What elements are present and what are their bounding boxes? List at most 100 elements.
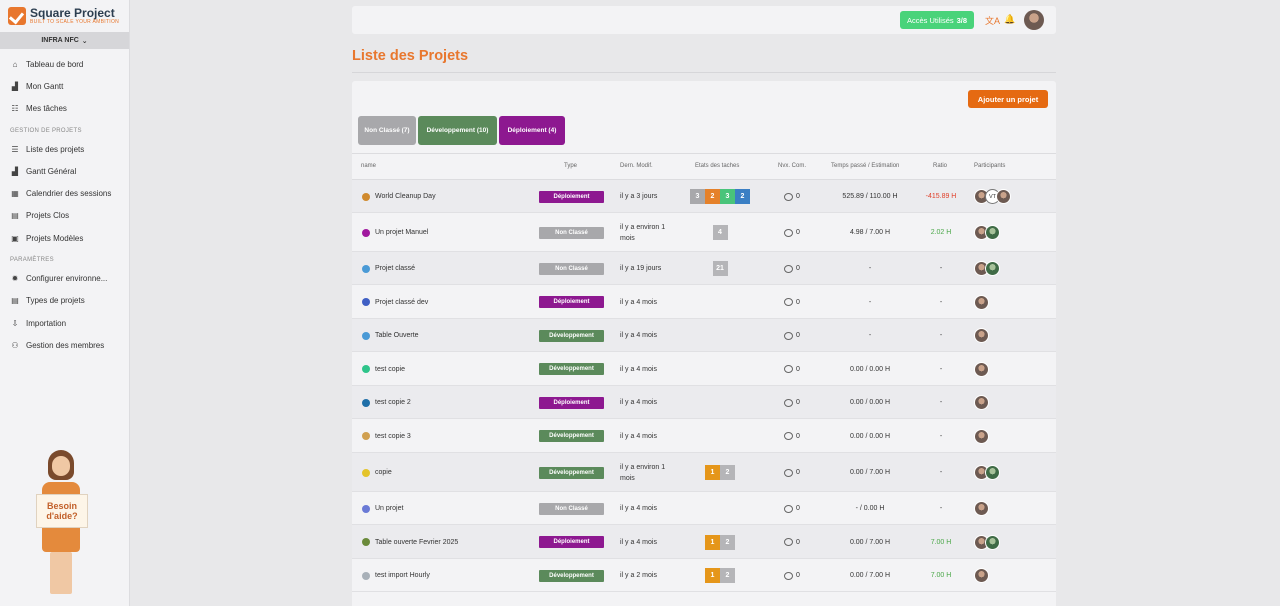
col-time[interactable]: Temps passé / Estimation — [831, 163, 900, 169]
new-comments[interactable]: 0 — [784, 352, 800, 386]
col-comments[interactable]: Nvx. Com. — [778, 163, 807, 169]
new-comments[interactable]: 0 — [784, 319, 800, 352]
sidebar-item[interactable]: ▤ Types de projets — [0, 290, 129, 312]
table-row[interactable]: test copie Développement il y a 4 mois 0 0.0… — [352, 352, 1056, 386]
table-row[interactable]: Projet classé dev Déploiement il y a 4 moi… — [352, 285, 1056, 319]
project-type-badge: Développement — [539, 363, 604, 375]
avatar[interactable] — [985, 534, 1000, 550]
avatar[interactable] — [974, 395, 989, 410]
sidebar-item[interactable]: ▤ Projets Clos — [0, 205, 129, 227]
sidebar-item[interactable]: ☷ Mes tâches — [0, 98, 129, 120]
new-comments[interactable]: 0 — [784, 213, 800, 252]
participants[interactable] — [974, 285, 989, 319]
sidebar-item[interactable]: ▟ Gantt Général — [0, 160, 129, 182]
table-row[interactable]: copie Développement il y a environ 1 mois 1… — [352, 453, 1056, 492]
logo[interactable]: Square Project BUILT TO SCALE YOUR AMBIT… — [0, 0, 129, 32]
sidebar-item[interactable]: ✹ Configurer environne... — [0, 267, 129, 289]
table-row[interactable]: World Cleanup Day Déploiement il y a 3 jou… — [352, 180, 1056, 213]
project-name[interactable]: test copie 2 — [375, 399, 411, 406]
sidebar-item[interactable]: ☰ Liste des projets — [0, 138, 129, 160]
new-comments[interactable]: 0 — [784, 252, 800, 285]
col-states[interactable]: Etats des taches — [695, 163, 740, 169]
project-color-dot — [362, 432, 370, 440]
access-used-button[interactable]: Accès Utilisés 3/8 — [900, 11, 974, 29]
filter-deploiement[interactable]: Déploiement (4) — [499, 116, 565, 145]
new-comments[interactable]: 0 — [784, 419, 800, 453]
project-name[interactable]: copie — [375, 469, 392, 476]
col-modif[interactable]: Dern. Modif. — [620, 163, 653, 169]
participants[interactable] — [974, 319, 989, 352]
avatar[interactable] — [974, 501, 989, 516]
sidebar-item[interactable]: ⌂ Tableau de bord — [0, 53, 129, 75]
table-row[interactable]: Projet classé Non Classé il y a 19 jours 21… — [352, 252, 1056, 285]
project-name[interactable]: Projet classé — [375, 265, 416, 272]
new-comments[interactable]: 0 — [784, 386, 800, 419]
project-name[interactable]: Un projet — [375, 505, 404, 512]
bell-icon[interactable]: 🔔 — [1004, 14, 1016, 24]
participants[interactable] — [974, 453, 1000, 492]
workspace-selector[interactable]: INFRA NFC ⌄ — [0, 32, 129, 49]
project-name[interactable]: Projet classé dev — [375, 298, 429, 306]
task-states[interactable]: 21 — [688, 261, 752, 276]
new-comments[interactable]: 0 — [784, 492, 800, 525]
col-participants[interactable]: Participants — [974, 163, 1006, 169]
participants[interactable] — [974, 525, 1000, 559]
table-row[interactable]: test copie 3 Développement il y a 4 mois 0 0… — [352, 419, 1056, 453]
user-avatar[interactable] — [1024, 10, 1044, 30]
avatar[interactable] — [974, 328, 989, 343]
avatar[interactable] — [974, 294, 989, 310]
project-name[interactable]: Table Ouverte — [375, 332, 419, 339]
new-comments[interactable]: 0 — [784, 453, 800, 492]
sidebar-item[interactable]: ⇩ Importation — [0, 312, 129, 334]
new-comments[interactable]: 0 — [784, 285, 800, 319]
new-comments[interactable]: 0 — [784, 525, 800, 559]
col-name[interactable]: name — [361, 163, 377, 169]
table-row[interactable]: test copie 2 Déploiement il y a 4 mois 0 0.0… — [352, 386, 1056, 419]
participants[interactable] — [974, 492, 989, 525]
sidebar: Square Project BUILT TO SCALE YOUR AMBIT… — [0, 0, 130, 606]
add-project-button[interactable]: Ajouter un projet — [968, 90, 1048, 108]
avatar[interactable] — [985, 465, 1000, 480]
avatar[interactable] — [974, 568, 989, 583]
project-name[interactable]: test copie — [375, 365, 405, 373]
sidebar-item[interactable]: ▦ Calendrier des sessions — [0, 182, 129, 204]
table-row[interactable]: Un projet Manuel Non Classé il y a environ… — [352, 213, 1056, 252]
participants[interactable]: VT — [974, 180, 1011, 213]
participants[interactable] — [974, 352, 989, 386]
project-name[interactable]: test copie 3 — [375, 432, 411, 440]
col-ratio[interactable]: Ratio — [933, 163, 948, 169]
participants[interactable] — [974, 419, 989, 453]
avatar[interactable] — [996, 189, 1011, 204]
help-assistant[interactable]: Besoin d'aide? — [30, 448, 94, 598]
col-type[interactable]: Type — [564, 163, 578, 169]
new-comments[interactable]: 0 — [784, 180, 800, 213]
task-states[interactable]: 4 — [688, 225, 752, 240]
table-row[interactable]: Table Ouverte Développement il y a 4 mois 0… — [352, 319, 1056, 352]
table-row[interactable]: Table ouverte Fevrier 2025 Déploiement il … — [352, 525, 1056, 559]
translate-icon[interactable]: 文A — [985, 16, 1001, 26]
avatar[interactable] — [974, 361, 989, 377]
sidebar-item[interactable]: ▣ Projets Modèles — [0, 227, 129, 249]
project-name[interactable]: Table ouverte Fevrier 2025 — [375, 538, 459, 546]
avatar[interactable] — [985, 225, 1000, 240]
filter-developpement[interactable]: Développement (10) — [418, 116, 497, 145]
project-name[interactable]: test import Hourly — [375, 572, 430, 579]
sidebar-item[interactable]: ▟ Mon Gantt — [0, 75, 129, 97]
sidebar-item[interactable]: ⚇ Gestion des membres — [0, 334, 129, 356]
new-comments[interactable]: 0 — [784, 559, 800, 592]
participants[interactable] — [974, 559, 989, 592]
participants[interactable] — [974, 252, 1000, 285]
participants[interactable] — [974, 386, 989, 419]
project-name[interactable]: Un projet Manuel — [375, 229, 429, 236]
filter-non-classe[interactable]: Non Classé (7) — [358, 116, 416, 145]
table-row[interactable]: Un projet Non Classé il y a 4 mois 0 - / 0.0… — [352, 492, 1056, 525]
project-name[interactable]: World Cleanup Day — [375, 193, 436, 200]
avatar[interactable] — [974, 428, 989, 444]
avatar[interactable] — [985, 261, 1000, 276]
table-row[interactable]: test import Hourly Développement il y a 2 … — [352, 559, 1056, 592]
participants[interactable] — [974, 213, 1000, 252]
